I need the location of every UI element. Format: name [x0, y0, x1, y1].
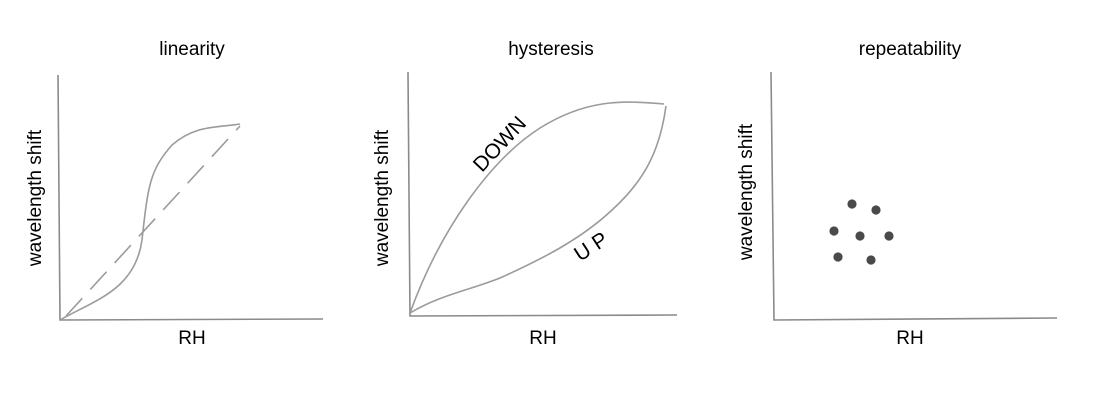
hysteresis-y-axis-label: wavelength shift: [372, 129, 393, 267]
hysteresis-up-curve: [409, 105, 667, 314]
hysteresis-panel: hysteresis wavelength shift RH DOWN UP: [372, 39, 678, 349]
hysteresis-down-label: DOWN: [469, 112, 531, 176]
repeatability-panel: repeatability wavelength shift RH: [736, 39, 1058, 349]
linearity-ideal-line: [65, 125, 241, 317]
repeatability-point: [884, 231, 894, 241]
linearity-y-axis-label: wavelength shift: [25, 129, 46, 267]
linearity-axes: [57, 74, 324, 321]
repeatability-point: [829, 226, 839, 236]
hysteresis-title: hysteresis: [508, 39, 594, 60]
repeatability-title: repeatability: [859, 39, 962, 60]
linearity-s-curve: [59, 123, 241, 321]
hysteresis-down-curve: [409, 101, 665, 314]
linearity-panel: linearity wavelength shift RH: [25, 39, 324, 349]
linearity-x-axis-label: RH: [178, 328, 205, 349]
repeatability-y-axis-label: wavelength shift: [736, 123, 757, 261]
repeatability-point: [855, 231, 865, 241]
hysteresis-x-axis-label: RH: [529, 328, 556, 349]
repeatability-point: [847, 199, 857, 209]
repeatability-axes: [770, 71, 1058, 321]
repeatability-point: [871, 205, 881, 215]
repeatability-x-axis-label: RH: [896, 328, 923, 349]
hysteresis-axes: [407, 71, 678, 317]
repeatability-point: [833, 252, 843, 262]
linearity-title: linearity: [159, 39, 225, 60]
hysteresis-up-label: UP: [570, 224, 617, 266]
repeatability-point: [866, 255, 876, 265]
